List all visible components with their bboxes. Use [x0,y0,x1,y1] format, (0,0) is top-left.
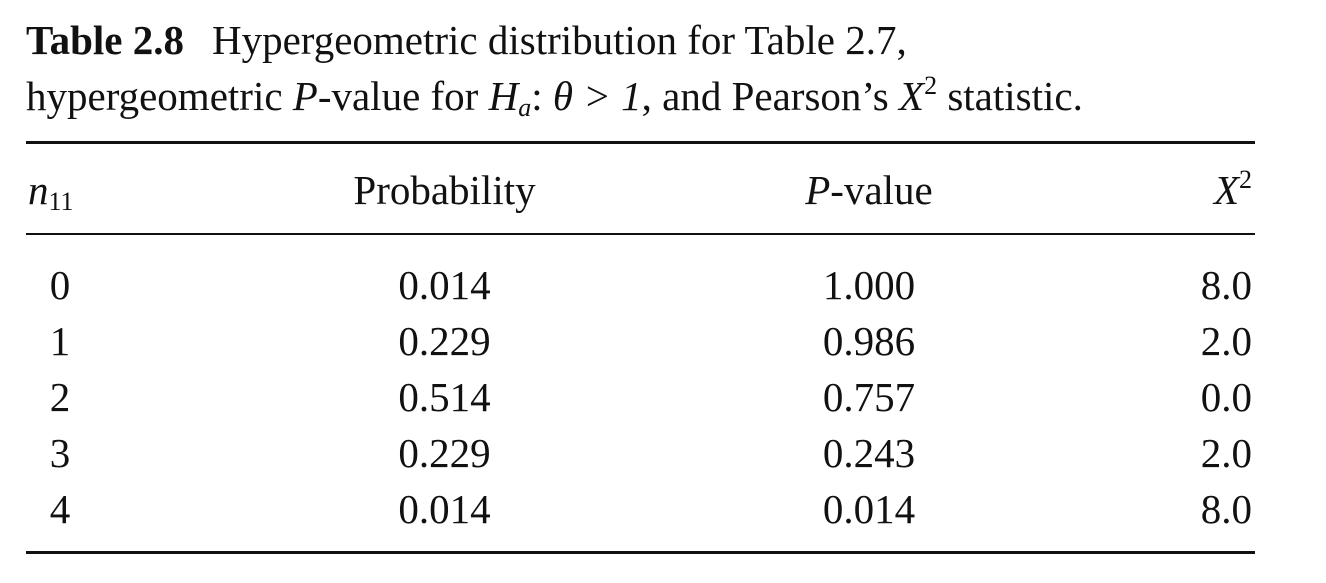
caption-text: statistic. [937,73,1083,119]
header-n11-base: n [28,167,49,213]
caption-math-h-sub: a [518,93,532,122]
caption-math-p: P [292,73,318,119]
cell-n11: 4 [49,486,71,532]
header-pvalue-p: P [805,167,831,213]
cell-probability: 0.514 [398,374,491,420]
table-row: 0 0.014 1.000 8.0 [0,257,1326,313]
caption-math-x-sup: 2 [924,71,938,100]
cell-probability: 0.014 [398,262,491,308]
cell-pvalue: 0.243 [822,430,916,476]
header-probability: Probability [353,167,536,213]
cell-probability: 0.229 [398,318,491,364]
header-pvalue: P-value [795,162,943,218]
header-rule [26,233,1255,235]
table-caption: Table 2.8 Hypergeometric distribution for… [26,12,1276,124]
caption-math-h: H [488,73,519,119]
top-rule [26,141,1255,144]
caption-text: : [531,73,553,119]
table-row: 4 0.014 0.014 8.0 [0,481,1326,537]
header-n11-sub: 11 [48,187,74,216]
caption-line-2: hypergeometric P-value for Ha: θ > 1, an… [26,68,1276,124]
cell-x2: 2.0 [1200,430,1252,476]
caption-math-x: X [899,73,925,119]
cell-n11: 3 [49,430,71,476]
cell-n11: 1 [49,318,71,364]
caption-line-1: Table 2.8 Hypergeometric distribution for… [26,12,1276,68]
table-row: 2 0.514 0.757 0.0 [0,369,1326,425]
cell-probability: 0.014 [398,486,491,532]
caption-math-theta: θ > 1 [552,73,642,119]
cell-pvalue: 1.000 [822,262,916,308]
cell-n11: 2 [49,374,71,420]
cell-x2: 8.0 [1200,486,1252,532]
cell-pvalue: 0.014 [822,486,916,532]
table-header-row: n11 Probability P-value X2 [0,162,1326,218]
header-pvalue-rest: -value [830,167,933,213]
table-row: 3 0.229 0.243 2.0 [0,425,1326,481]
cell-pvalue: 0.986 [822,318,916,364]
cell-x2: 2.0 [1200,318,1252,364]
header-n11: n11 [28,162,74,218]
caption-text: -value for [317,73,489,119]
table-row: 1 0.229 0.986 2.0 [0,313,1326,369]
bottom-rule [26,551,1255,554]
cell-n11: 0 [49,262,71,308]
caption-title: Hypergeometric distribution for Table 2.… [211,17,907,63]
cell-pvalue: 0.757 [822,374,916,420]
header-x2-base: X [1213,167,1239,213]
cell-probability: 0.229 [398,430,491,476]
cell-x2: 0.0 [1200,374,1252,420]
header-x2-sup: 2 [1239,165,1252,194]
table-label: Table 2.8 [26,17,184,63]
header-x2: X2 [1214,162,1252,218]
caption-text: , and Pearson’s [641,73,900,119]
cell-x2: 8.0 [1200,262,1252,308]
caption-text: hypergeometric [26,73,293,119]
